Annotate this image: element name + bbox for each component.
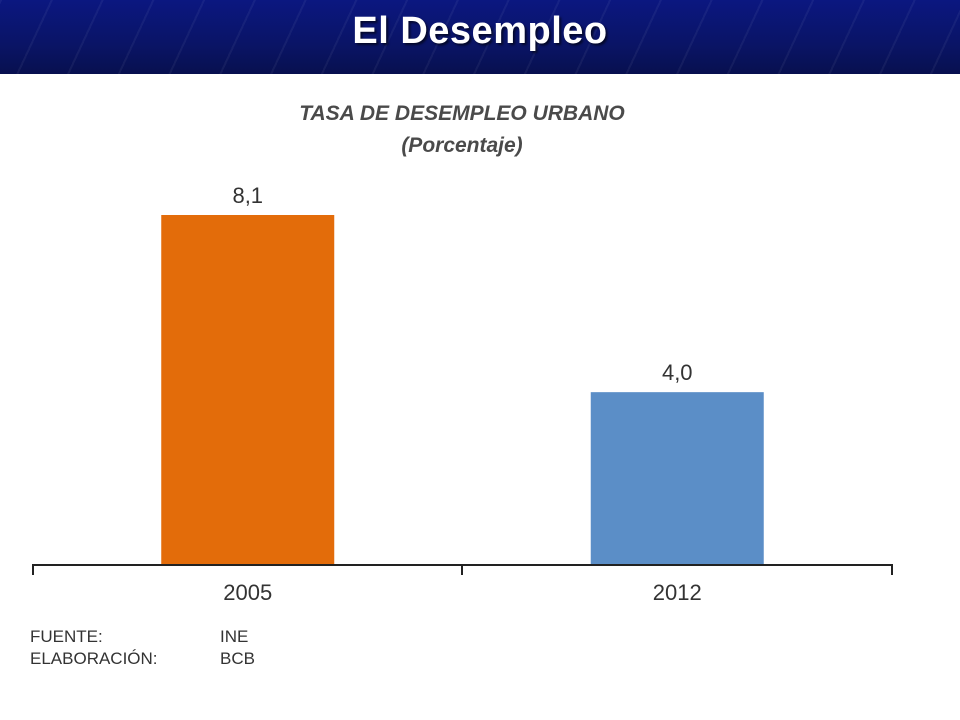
slide-title: El Desempleo xyxy=(352,10,608,52)
chart-title: TASA DE DESEMPLEO URBANO xyxy=(299,102,625,125)
source-value: INE xyxy=(220,627,249,646)
source-row: FUENTE: INE xyxy=(30,626,255,648)
elaboration-value: BCB xyxy=(220,649,255,668)
bar-2005 xyxy=(161,215,335,565)
chart-subtitle: (Porcentaje) xyxy=(401,134,522,157)
chart-footnote: FUENTE: INE ELABORACIÓN: BCB xyxy=(30,626,255,670)
x-tick-label-2005: 2005 xyxy=(223,580,272,605)
bar-chart: TASA DE DESEMPLEO URBANO (Porcentaje) 8,… xyxy=(32,102,893,605)
bars-layer: 8,1 2005 4,0 2012 xyxy=(161,183,764,605)
elaboration-row: ELABORACIÓN: BCB xyxy=(30,648,255,670)
source-key: FUENTE: xyxy=(30,627,103,646)
slide-header: El Desempleo xyxy=(0,0,960,74)
elaboration-key: ELABORACIÓN: xyxy=(30,649,158,668)
data-label-2012: 4,0 xyxy=(662,360,693,385)
x-tick-label-2012: 2012 xyxy=(653,580,702,605)
data-label-2005: 8,1 xyxy=(232,183,263,208)
bar-2012 xyxy=(590,392,764,565)
